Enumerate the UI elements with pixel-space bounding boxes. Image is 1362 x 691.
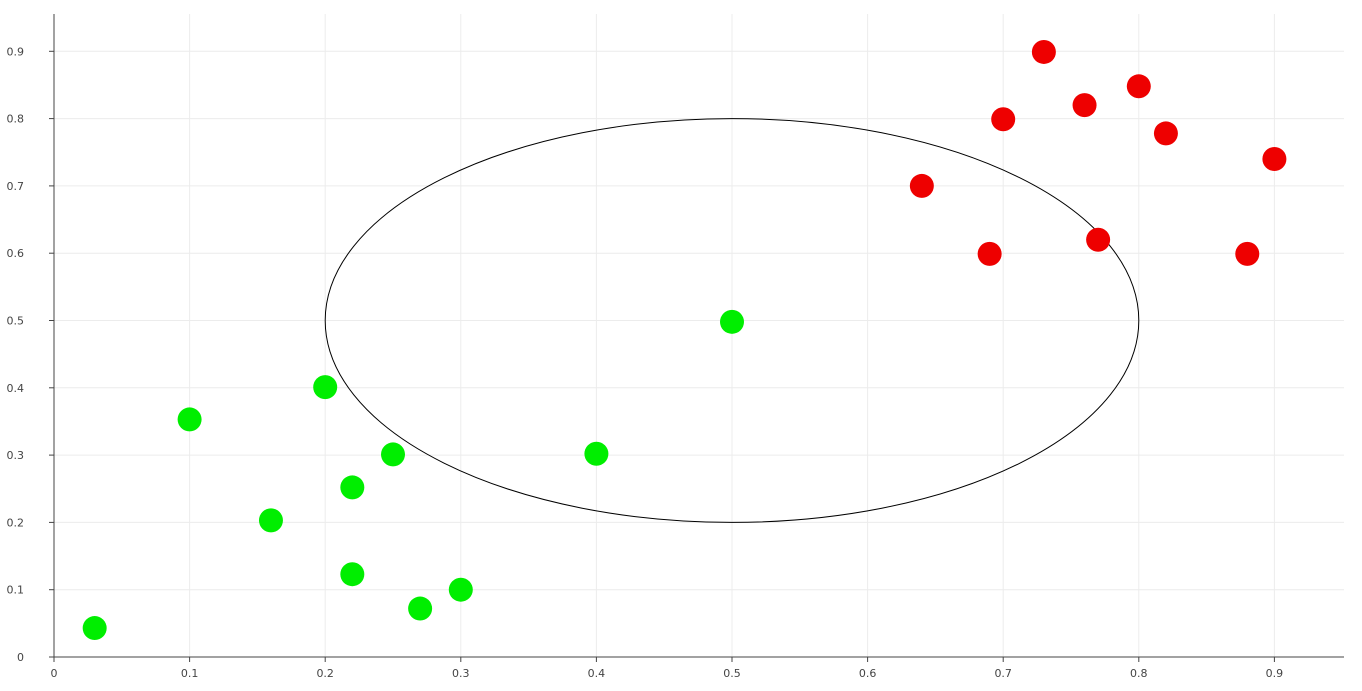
green-data-point — [313, 375, 338, 400]
y-tick-label: 0.5 — [7, 315, 25, 328]
green-data-point — [258, 508, 283, 533]
y-tick-label: 0 — [17, 651, 24, 664]
tick-label-layer: 0 0.1 0.2 0.3 0.4 0.5 0.6 0.7 0.8 0.9 0 0.1 0.2 0.3 0.… — [7, 45, 1284, 680]
y-tick-label: 0.8 — [7, 113, 25, 126]
x-tick-label: 0.3 — [452, 667, 470, 680]
y-tick-label: 0.4 — [7, 382, 25, 395]
axis-layer — [49, 14, 1344, 662]
x-tick-label: 0.7 — [994, 667, 1012, 680]
point-layer — [82, 39, 1287, 641]
green-data-point — [177, 407, 202, 432]
red-data-point — [991, 107, 1016, 132]
x-tick-label: 0 — [51, 667, 58, 680]
red-data-point — [977, 241, 1002, 266]
x-tick-label: 0.5 — [723, 667, 741, 680]
red-data-point — [1031, 39, 1056, 64]
red-data-point — [1235, 241, 1260, 266]
x-tick-label: 0.9 — [1266, 667, 1284, 680]
y-tick-label: 0.7 — [7, 180, 25, 193]
x-tick-label: 0.6 — [859, 667, 877, 680]
annotation-circle — [324, 118, 1140, 523]
y-tick-label: 0.1 — [7, 584, 25, 597]
y-tick-label: 0.9 — [7, 45, 25, 58]
green-data-point — [82, 616, 107, 641]
red-data-point — [909, 173, 934, 198]
y-tick-label: 0.6 — [7, 247, 25, 260]
green-data-point — [408, 596, 433, 621]
red-data-point — [1126, 74, 1151, 99]
red-data-point — [1153, 121, 1178, 146]
y-tick-label: 0.2 — [7, 516, 25, 529]
y-tick-label: 0.3 — [7, 449, 25, 462]
red-data-point — [1262, 146, 1287, 171]
x-tick-label: 0.4 — [588, 667, 606, 680]
x-tick-label: 0.8 — [1130, 667, 1148, 680]
green-data-point — [720, 309, 744, 334]
green-data-point — [340, 475, 365, 500]
x-tick-label: 0.2 — [316, 667, 334, 680]
green-data-point — [448, 577, 473, 602]
green-data-point — [340, 562, 365, 587]
green-data-point — [381, 442, 405, 467]
red-data-point — [1086, 227, 1111, 252]
green-data-point — [584, 441, 609, 466]
x-tick-label: 0.1 — [181, 667, 199, 680]
annotation-layer — [324, 118, 1140, 523]
grid-layer — [54, 14, 1344, 657]
red-data-point — [1072, 93, 1097, 118]
